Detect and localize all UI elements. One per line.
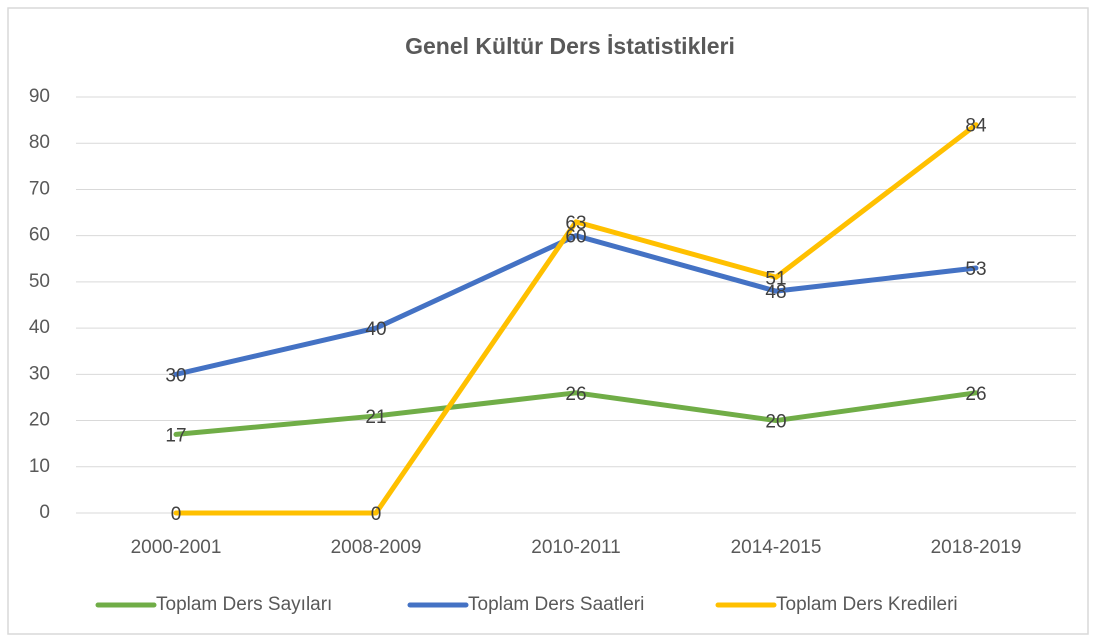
chart-border [7,7,1089,635]
data-label: 53 [965,259,986,280]
y-tick-label: 70 [29,178,50,199]
chart-title: Genel Kültür Ders İstatistikleri [405,33,735,59]
line-series [173,390,979,437]
legend-label: Toplam Ders Sayıları [156,594,332,615]
y-tick-label: 10 [29,456,50,477]
x-tick-label: 2010-2011 [531,537,620,558]
data-label: 40 [365,319,386,340]
y-tick-label: 50 [29,271,50,292]
data-label: 48 [765,282,786,303]
x-tick-label: 2000-2001 [131,537,222,558]
x-tick-label: 2018-2019 [931,537,1022,558]
data-label: 26 [965,384,986,405]
data-label: 84 [965,116,987,137]
data-label: 60 [565,227,586,248]
data-label: 26 [565,384,586,405]
data-label: 20 [765,412,786,433]
data-label: 63 [565,213,586,234]
y-tick-label: 60 [29,225,50,246]
x-tick-label: 2014-2015 [731,537,822,558]
data-label: 21 [365,407,386,428]
line-series [173,122,979,516]
y-tick-label: 0 [39,502,50,523]
x-tick-label: 2008-2009 [331,537,422,558]
data-label: 17 [165,425,186,446]
y-tick-label: 30 [29,363,50,384]
data-label: 30 [165,365,186,386]
legend-label: Toplam Ders Kredileri [776,594,958,615]
data-label: 0 [371,504,382,525]
y-tick-label: 80 [29,132,50,153]
y-tick-label: 90 [29,86,50,107]
y-tick-label: 20 [29,410,50,431]
data-label: 51 [765,268,786,289]
y-tick-label: 40 [29,317,50,338]
legend-label: Toplam Ders Saatleri [468,594,644,615]
line-series [173,233,979,377]
data-label: 0 [171,504,182,525]
